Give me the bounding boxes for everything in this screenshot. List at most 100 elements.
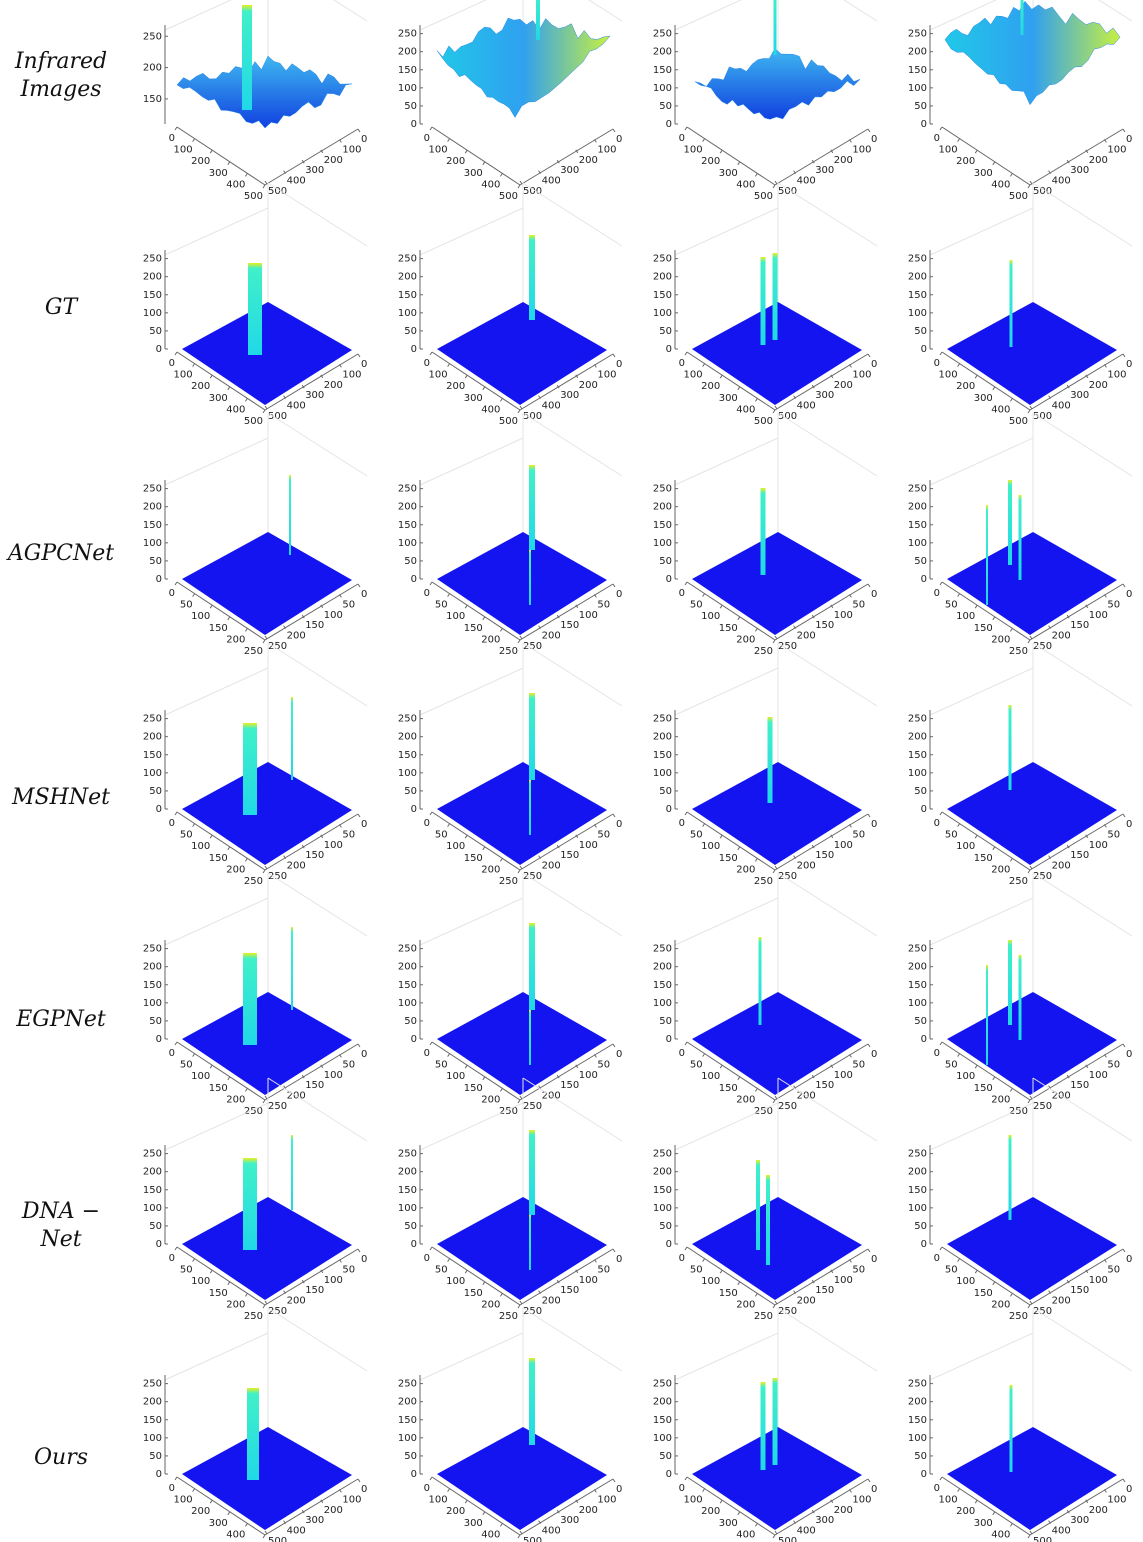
y-tick: [338, 1489, 342, 1493]
x-tick-label: 0: [169, 1048, 175, 1059]
y-tick: [793, 1085, 797, 1089]
x-tick-label: 0: [424, 133, 430, 144]
z-tick-label: 150: [908, 750, 927, 761]
y-tick-label: 100: [852, 1494, 871, 1505]
z-tick-label: 250: [143, 1379, 162, 1390]
z-tick-label: 50: [914, 556, 927, 567]
y-tick: [612, 353, 616, 358]
x-tick-label: 200: [481, 864, 500, 875]
y-tick: [811, 1509, 815, 1514]
z-tick-label: 250: [653, 1149, 672, 1160]
x-axis: [941, 1041, 1031, 1101]
box-edge: [267, 1077, 368, 1142]
x-tick-label: 200: [481, 634, 500, 645]
x-tick-label: 100: [701, 1276, 720, 1287]
spike: [1020, 0, 1024, 35]
x-tick: [174, 1476, 178, 1481]
y-tick: [283, 855, 287, 859]
x-tick: [684, 1041, 688, 1046]
x-tick: [957, 823, 961, 827]
y-tick: [1103, 1489, 1107, 1493]
y-tick: [301, 384, 305, 389]
z-tick-label: 250: [908, 714, 927, 725]
y-tick-label: 0: [871, 1484, 877, 1495]
x-tick: [209, 1064, 213, 1069]
x-tick: [939, 1476, 943, 1481]
x-tick-label: 250: [754, 646, 773, 657]
y-tick: [848, 364, 852, 368]
z-tick-label: 100: [398, 308, 417, 319]
y-tick-label: 150: [1070, 850, 1089, 861]
y-axis: [519, 813, 614, 871]
x-tick: [939, 126, 943, 131]
x-tick-label: 300: [719, 1518, 738, 1529]
z-tick-label: 100: [908, 538, 927, 549]
y-tick: [301, 1279, 305, 1284]
spike: [986, 505, 988, 605]
x-tick: [244, 858, 248, 862]
y-tick-label: 250: [268, 1306, 287, 1317]
y-tick: [1029, 865, 1033, 870]
box-edge: [777, 1307, 878, 1372]
y-tick-label: 50: [342, 1264, 355, 1275]
y-tick: [283, 1520, 287, 1524]
z-tick-label: 200: [653, 272, 672, 283]
z-tick-label: 250: [143, 944, 162, 955]
x-tick: [209, 1499, 213, 1504]
x-tick-label: 100: [684, 145, 703, 156]
z-tick-label: 250: [398, 944, 417, 955]
x-tick-label: 200: [736, 864, 755, 875]
x-tick: [684, 581, 688, 586]
x-tick-label: 150: [719, 853, 738, 864]
z-tick-label: 50: [404, 786, 417, 797]
z-tick-label: 0: [411, 119, 417, 130]
y-tick: [1085, 1064, 1089, 1069]
x-tick-label: 100: [956, 1071, 975, 1082]
y-axis: [264, 813, 359, 871]
y-axis: [264, 1478, 359, 1536]
x-tick-label: 100: [191, 611, 210, 622]
surface: [436, 17, 611, 118]
x-tick-label: 150: [464, 1083, 483, 1094]
x-tick-label: 250: [244, 876, 263, 887]
y-tick: [538, 170, 542, 174]
y-tick-label: 150: [815, 620, 834, 631]
x-tick-label: 200: [446, 156, 465, 167]
y-tick: [575, 834, 579, 839]
y-axis: [1029, 583, 1124, 641]
y-tick-label: 500: [1033, 1536, 1052, 1542]
y-tick-label: 50: [1107, 1059, 1120, 1070]
x-tick: [702, 363, 706, 367]
z-tick-label: 150: [908, 65, 927, 76]
x-tick: [517, 1304, 521, 1309]
y-axis: [519, 1248, 614, 1306]
y-tick-label: 300: [815, 390, 834, 401]
y-tick-label: 0: [1126, 589, 1132, 600]
x-tick-label: 200: [956, 381, 975, 392]
floor: [182, 532, 352, 635]
y-axis: [1029, 128, 1124, 186]
x-tick: [1009, 858, 1013, 862]
z-tick-label: 250: [398, 1379, 417, 1390]
surface-plot: 0501001502002500501001502002500501001502…: [908, 412, 1132, 657]
y-tick-label: 150: [305, 1285, 324, 1296]
x-tick-label: 300: [464, 168, 483, 179]
x-tick-label: 150: [464, 1288, 483, 1299]
floor: [437, 992, 607, 1095]
x-tick-label: 300: [209, 393, 228, 404]
x-tick-label: 0: [169, 1483, 175, 1494]
box-edge: [929, 1102, 1034, 1151]
y-axis: [774, 353, 869, 411]
x-tick: [772, 639, 776, 644]
x-tick-label: 50: [690, 830, 703, 841]
y-tick-label: 200: [542, 861, 561, 872]
z-tick-label: 50: [659, 556, 672, 567]
y-tick: [848, 1489, 852, 1493]
x-axis: [941, 1246, 1031, 1306]
row-label: DNA − Net: [21, 1199, 101, 1252]
floor: [437, 1427, 607, 1530]
box-edge: [164, 207, 269, 256]
z-tick-label: 200: [143, 63, 162, 74]
y-tick-label: 100: [852, 369, 871, 380]
